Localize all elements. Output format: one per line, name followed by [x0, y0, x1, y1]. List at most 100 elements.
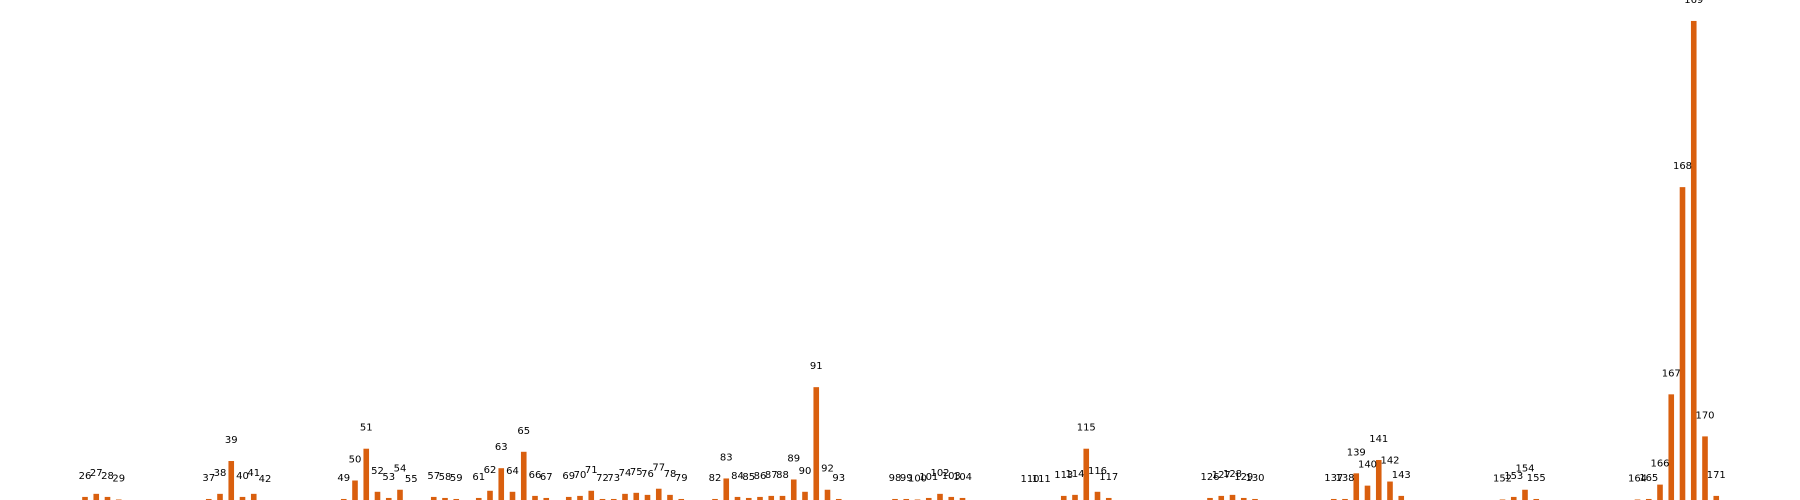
bar-label-140: 140	[1358, 460, 1377, 471]
bar-label-27: 27	[90, 468, 103, 479]
bar-64	[509, 491, 516, 500]
bar-label-64: 64	[506, 466, 519, 477]
bar-88	[779, 495, 786, 500]
bar-40	[239, 496, 246, 500]
bar-label-98: 98	[889, 473, 902, 484]
bar-label-139: 139	[1347, 447, 1366, 458]
bar-113	[1060, 495, 1067, 500]
bar-label-165: 165	[1639, 473, 1658, 484]
bar-75	[633, 492, 640, 500]
bar-label-170: 170	[1695, 410, 1714, 421]
bar-label-154: 154	[1515, 464, 1534, 475]
bar-50	[352, 480, 358, 500]
bar-167	[1668, 394, 1675, 500]
bar-label-77: 77	[652, 463, 665, 474]
bar-114	[1072, 494, 1078, 500]
bar-87	[768, 495, 775, 500]
bar-label-103: 103	[942, 471, 961, 482]
bar-label-100: 100	[908, 473, 927, 484]
bar-label-29: 29	[112, 473, 125, 484]
bar-label-50: 50	[349, 455, 362, 466]
bar-104	[959, 497, 966, 500]
bar-label-126: 126	[1200, 472, 1219, 483]
bar-label-67: 67	[540, 472, 553, 483]
bar-129	[1240, 497, 1247, 500]
bar-72	[599, 498, 606, 500]
bar-37	[205, 498, 212, 500]
bar-102	[937, 493, 943, 500]
bar-53	[385, 497, 392, 500]
bar-label-66: 66	[529, 470, 542, 481]
bar-label-169: 169	[1684, 0, 1703, 6]
bar-label-69: 69	[562, 471, 575, 482]
bar-label-166: 166	[1650, 459, 1669, 470]
bar-label-93: 93	[832, 473, 845, 484]
bar-label-167: 167	[1662, 368, 1681, 379]
bar-label-40: 40	[236, 471, 249, 482]
bar-67	[543, 497, 550, 500]
bar-116	[1094, 491, 1101, 500]
bar-label-54: 54	[394, 464, 407, 475]
bar-169	[1690, 20, 1697, 500]
bar-63	[498, 468, 505, 500]
bar-label-83: 83	[720, 452, 733, 463]
bar-84	[734, 496, 741, 500]
bar-99	[903, 498, 910, 500]
bar-155	[1533, 498, 1540, 500]
bar-label-63: 63	[495, 442, 508, 453]
bar-28	[104, 496, 111, 500]
bar-52	[374, 491, 381, 500]
bar-label-92: 92	[821, 464, 834, 475]
bar-153	[1510, 496, 1517, 500]
bar-label-61: 61	[472, 472, 485, 483]
bar-70	[577, 495, 583, 500]
bar-98	[892, 498, 898, 500]
bar-93	[835, 498, 842, 500]
bar-86	[757, 496, 763, 500]
bar-139	[1353, 473, 1360, 500]
bar-label-104: 104	[953, 472, 972, 483]
bar-label-65: 65	[517, 426, 530, 437]
bar-label-76: 76	[641, 469, 654, 480]
bar-label-142: 142	[1380, 456, 1399, 467]
bar-137	[1330, 498, 1337, 500]
bar-83	[723, 478, 730, 500]
bar-label-39: 39	[225, 435, 238, 446]
bar-91	[813, 387, 820, 500]
bar-label-71: 71	[585, 465, 598, 476]
bar-label-111: 111	[1032, 474, 1051, 485]
bar-label-87: 87	[765, 470, 778, 481]
bar-label-52: 52	[371, 466, 384, 477]
bar-label-113: 113	[1054, 470, 1073, 481]
bar-label-116: 116	[1088, 466, 1107, 477]
bar-label-42: 42	[259, 474, 272, 485]
bar-label-138: 138	[1335, 473, 1354, 484]
bar-101	[925, 497, 932, 500]
bar-label-164: 164	[1628, 473, 1647, 484]
bar-58	[442, 497, 448, 500]
bar-26	[82, 496, 88, 500]
bar-74	[622, 493, 628, 500]
bar-71	[588, 490, 595, 500]
bar-103	[948, 496, 955, 500]
bar-label-115: 115	[1077, 423, 1096, 434]
bar-series	[82, 20, 1720, 500]
bar-label-59: 59	[450, 473, 463, 484]
bar-154	[1522, 489, 1528, 500]
bar-label-143: 143	[1392, 470, 1411, 481]
bar-label-72: 72	[596, 473, 609, 484]
bar-27	[93, 493, 100, 500]
bar-141	[1375, 459, 1382, 500]
bar-label-90: 90	[799, 466, 812, 477]
bar-label-26: 26	[79, 471, 92, 482]
bar-label-137: 137	[1324, 473, 1343, 484]
bar-49	[340, 498, 347, 500]
bar-39	[228, 461, 235, 500]
bar-label-127: 127	[1212, 470, 1231, 481]
bar-130	[1252, 498, 1258, 500]
bar-label-84: 84	[731, 471, 744, 482]
bar-59	[453, 498, 460, 500]
bar-65	[520, 451, 527, 500]
bar-143	[1398, 495, 1405, 500]
